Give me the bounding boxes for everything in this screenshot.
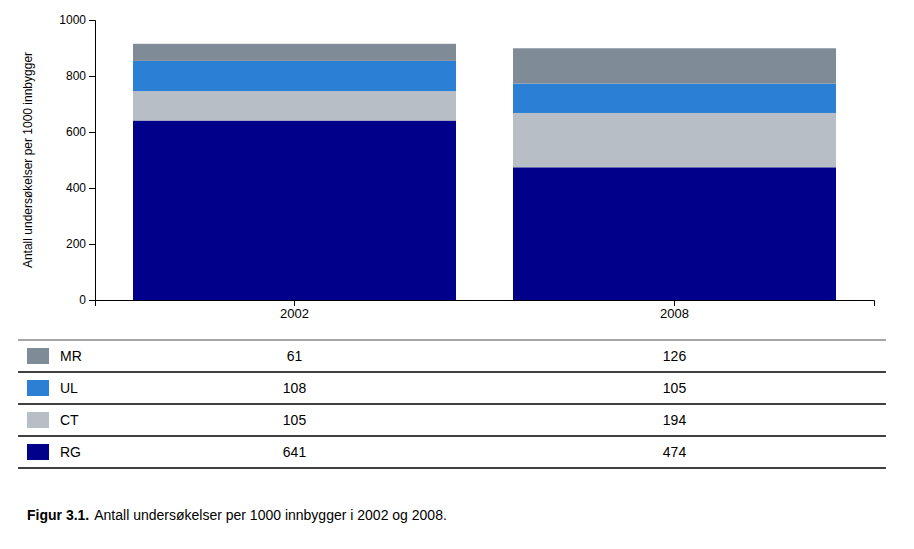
caption: Figur 3.1. Antall undersøkelser per 1000 …	[27, 507, 447, 523]
table-value: 474	[663, 444, 687, 460]
bar	[513, 48, 836, 83]
tick-mark	[89, 20, 95, 21]
bar	[513, 167, 836, 300]
tick-mark	[89, 300, 95, 301]
bar	[513, 113, 836, 167]
x-axis: 2002 2008	[96, 300, 875, 321]
tick-mark	[89, 244, 95, 245]
tick-label: 200	[66, 237, 86, 251]
tick-label: 2002	[280, 306, 309, 321]
tick: 800	[66, 69, 95, 83]
table-value: 126	[663, 348, 687, 364]
tick-label: 1000	[59, 13, 86, 27]
tick-mark	[89, 76, 95, 77]
tick-mark	[674, 300, 675, 306]
table-value: 105	[663, 380, 687, 396]
table-value: 105	[283, 412, 307, 428]
tick-mark	[294, 300, 295, 306]
tick-label: 600	[66, 125, 86, 139]
caption-text: Antall undersøkelser per 1000 innbygger …	[94, 507, 447, 523]
table-rule	[18, 371, 886, 373]
legend-swatch	[27, 412, 49, 428]
table-value: 641	[283, 444, 307, 460]
legend-label: UL	[60, 380, 78, 396]
tick-label: 800	[66, 69, 86, 83]
tick: 200	[66, 237, 95, 251]
tick-label: 2008	[660, 306, 689, 321]
tick: 2008	[660, 300, 689, 321]
legend-swatch	[27, 380, 49, 396]
tick: 600	[66, 125, 95, 139]
table-rule	[18, 340, 886, 341]
legend-label: CT	[60, 412, 79, 428]
legend-swatch	[27, 444, 49, 460]
series	[133, 44, 836, 84]
tick: 1000	[59, 13, 95, 27]
table-value: 61	[287, 348, 303, 364]
table-value: 108	[283, 380, 307, 396]
tick-mark	[89, 188, 95, 189]
table-rule	[18, 435, 886, 437]
bar	[133, 61, 456, 91]
legend-table: MR 61 126 UL 108 105 CT 105 194 RG 641 474	[18, 340, 886, 468]
caption-title: Figur 3.1.	[27, 507, 89, 523]
table-rule	[18, 467, 886, 469]
legend-label: RG	[60, 444, 81, 460]
chart: 0 200 400 600 800 1000 2002 2008 Antall undersøk…	[0, 0, 914, 549]
bars	[133, 44, 836, 300]
bar	[133, 121, 456, 300]
legend-label: MR	[60, 348, 82, 364]
bar	[133, 44, 456, 61]
legend-swatch	[27, 348, 49, 364]
y-axis: 0 200 400 600 800 1000	[59, 13, 95, 307]
table-value: 194	[663, 412, 687, 428]
tick: 0	[79, 293, 95, 307]
bar	[133, 91, 456, 120]
table-rule	[18, 403, 886, 405]
tick-mark	[89, 132, 95, 133]
axis-title: Antall undersøkelser per 1000 innbygger	[21, 52, 35, 268]
axis-line	[96, 301, 875, 307]
tick-label: 0	[79, 293, 86, 307]
tick-label: 400	[66, 181, 86, 195]
axis-line	[89, 21, 96, 301]
tick: 2002	[280, 300, 309, 321]
bar	[513, 84, 836, 113]
tick: 400	[66, 181, 95, 195]
